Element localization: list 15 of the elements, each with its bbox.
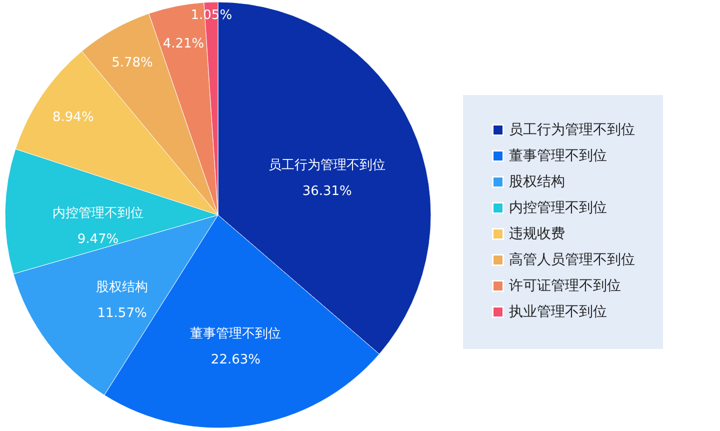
- legend-label: 内控管理不到位: [509, 200, 607, 216]
- data-label: 5.78%: [112, 55, 153, 70]
- data-label: 8.94%: [52, 110, 94, 125]
- legend-label: 许可证管理不到位: [509, 278, 621, 294]
- legend-label: 高管人员管理不到位: [509, 252, 635, 268]
- legend-label: 董事管理不到位: [509, 148, 607, 164]
- legend-label: 违规收费: [509, 226, 565, 242]
- legend-label: 股权结构: [509, 174, 565, 190]
- data-label: 股权结构 11.57%: [96, 280, 148, 322]
- data-label: 员工行为管理不到位 36.31%: [268, 158, 386, 200]
- data-label: 内控管理不到位 9.47%: [52, 206, 144, 247]
- data-label: 董事管理不到位 22.63%: [190, 326, 282, 368]
- legend-label: 员工行为管理不到位: [509, 122, 635, 138]
- data-label: 4.21%: [162, 36, 204, 52]
- legend-label: 执业管理不到位: [509, 304, 607, 320]
